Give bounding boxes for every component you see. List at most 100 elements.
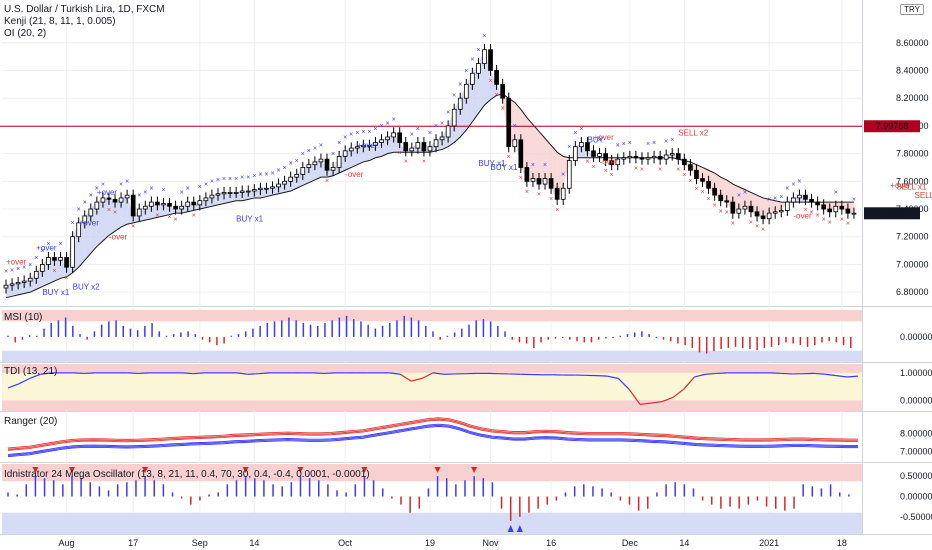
cloud-segment [115,197,122,232]
tdi-line-segment [18,377,31,385]
currency-badge[interactable]: TRY [900,4,924,15]
candle-body [536,178,542,185]
buy-cross-marker: × [252,173,256,180]
buy-cross-marker: × [180,190,184,197]
ranger-upper-band [7,417,858,449]
candle-body [52,257,57,261]
cloud-segment [242,191,249,201]
sell-cross-marker: × [761,226,765,233]
resistance-price-text: 7.99768 [876,121,909,131]
buy-cross-marker: × [101,181,105,188]
candle-body [621,157,627,160]
buy-cross-marker: × [616,143,620,150]
candle-body [367,144,372,147]
candle-body [609,160,615,166]
sell-cross-marker: × [809,210,813,217]
y-tick-label: 8.60000 [896,38,929,48]
candle-body [336,155,342,168]
candle-body [500,83,505,99]
candle-body [33,270,39,279]
tdi-line-segment [193,372,205,375]
candle-body [657,155,663,160]
sell-cross-marker: × [840,217,844,224]
sell-cross-marker: × [713,203,717,210]
cloud-segment [357,145,364,165]
candle-body [651,155,657,159]
candle-body [373,142,378,146]
signal-label: +over [36,244,57,253]
ranger-legend[interactable]: Ranger (20) [4,416,58,427]
price-axis[interactable]: 6.800007.000007.200007.400007.600007.800… [864,38,932,522]
tdi-legend[interactable]: TDI (13, 21) [4,366,58,377]
cloud-segment [769,199,776,214]
sell-cross-marker: × [525,189,529,196]
sell-cross-marker: × [822,217,826,224]
buy-cross-marker: × [46,241,50,248]
tdi-pane [7,372,859,406]
signal-label: SELL x2 [678,129,708,138]
y-tick-label: 0.50000 [900,471,932,481]
x-tick-label: 2021 [759,538,779,548]
candle-body [663,154,669,160]
y-tick-label: 7.20000 [896,232,929,242]
y-tick-label: -0.50000 [900,512,932,522]
signal-label: BUY x2 [73,282,101,291]
oscillator-legend[interactable]: Idnistrator 24 Mega Oscillator (13, 8, 2… [4,469,370,480]
buy-cross-marker: × [598,137,602,144]
candle-body [585,142,590,152]
candle-body [476,63,481,74]
sell-cross-marker: × [755,223,759,230]
buy-cross-marker: × [198,184,202,191]
candle-body [27,277,33,282]
candle-body [209,194,215,199]
candle-body [433,139,439,148]
candle-body [439,136,445,141]
oi-legend[interactable]: OI (20, 2) [4,28,47,39]
candle-body [221,192,227,195]
sell-cross-marker: × [549,196,553,203]
sell-cross-marker: × [719,208,723,215]
candle-body [548,178,554,189]
candle-body [385,136,390,141]
candle-body [700,178,705,182]
candle-body [251,189,257,192]
signal-label: +over [357,141,378,150]
sell-cross-marker: × [325,178,329,185]
candle-body [421,142,427,152]
cloud-segment [320,159,328,178]
buy-cross-marker: × [791,181,795,188]
buy-cross-marker: × [567,144,571,151]
tdi-line-segment [127,372,139,375]
y-tick-label: 8.00000 [900,428,932,438]
signal-label: -over [600,158,619,167]
candle-body [675,153,681,160]
sell-cross-marker: × [507,154,511,161]
sell-cross-marker: × [585,158,589,165]
signal-label: +over [890,181,911,190]
sell-cross-marker: × [846,221,850,228]
tdi-line-segment [411,377,423,382]
buy-cross-marker: × [476,47,480,54]
candle-body [306,164,312,168]
tdi-line-segment [825,373,837,377]
buy-cross-marker: × [137,192,141,199]
buy-cross-marker: × [773,195,777,202]
candle-body [118,197,124,203]
ranger-upper-band [7,418,858,450]
msi-legend[interactable]: MSI (10) [4,312,43,323]
candle-body [3,284,9,289]
sell-cross-marker: × [676,167,680,174]
time-axis[interactable]: Aug 17 Sep 14 Oct 19 Nov 16 Dec 14 2021 18 [59,538,847,548]
buy-cross-marker: × [361,129,365,136]
candle-body [760,215,766,220]
candle-body [603,153,608,161]
candle-body [155,201,160,206]
sell-cross-marker: × [113,210,117,217]
kenji-legend[interactable]: Kenji (21, 8, 11, 1, 0.005) [4,16,116,27]
candle-body [185,201,191,207]
sell-cross-marker: × [422,158,426,165]
candle-body [524,167,530,182]
buy-cross-marker: × [319,143,323,150]
buy-cross-marker: × [743,190,747,197]
tdi-line-segment [661,397,673,403]
